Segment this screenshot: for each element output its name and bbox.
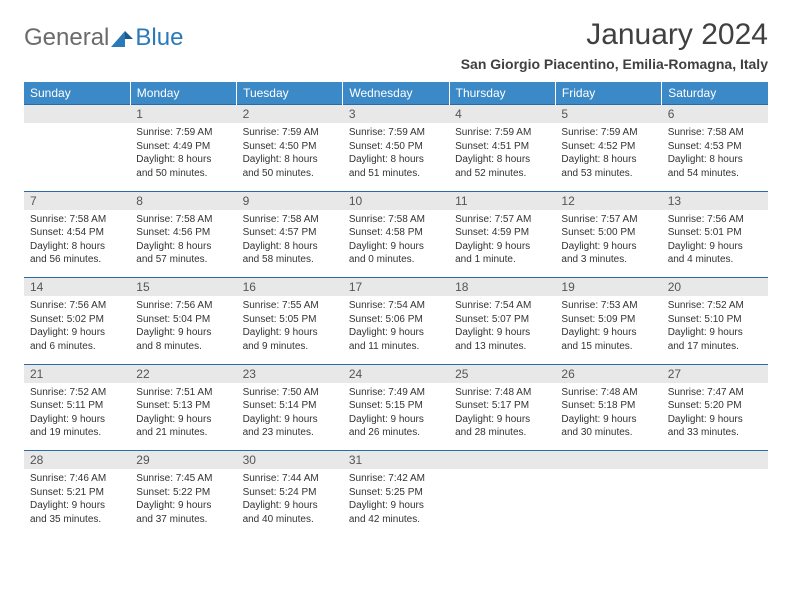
day-number-cell: 30 — [237, 451, 343, 470]
day-number-cell: 31 — [343, 451, 449, 470]
day-number-cell — [555, 451, 661, 470]
day-number-cell: 6 — [662, 105, 768, 124]
weekday-header: Wednesday — [343, 82, 449, 105]
day-content-cell: Sunrise: 7:51 AMSunset: 5:13 PMDaylight:… — [130, 383, 236, 451]
day-number-cell: 9 — [237, 191, 343, 210]
header: General Blue January 2024 San Giorgio Pi… — [24, 18, 768, 72]
day-content-cell: Sunrise: 7:42 AMSunset: 5:25 PMDaylight:… — [343, 469, 449, 537]
day-number-row: 78910111213 — [24, 191, 768, 210]
day-number-cell — [24, 105, 130, 124]
day-content-row: Sunrise: 7:59 AMSunset: 4:49 PMDaylight:… — [24, 123, 768, 191]
day-content-cell — [24, 123, 130, 191]
day-content-cell: Sunrise: 7:55 AMSunset: 5:05 PMDaylight:… — [237, 296, 343, 364]
day-number-cell: 11 — [449, 191, 555, 210]
day-content-cell: Sunrise: 7:44 AMSunset: 5:24 PMDaylight:… — [237, 469, 343, 537]
day-content-cell — [555, 469, 661, 537]
day-content-cell: Sunrise: 7:45 AMSunset: 5:22 PMDaylight:… — [130, 469, 236, 537]
day-number-row: 28293031 — [24, 451, 768, 470]
day-number-cell: 10 — [343, 191, 449, 210]
day-content-cell: Sunrise: 7:57 AMSunset: 5:00 PMDaylight:… — [555, 210, 661, 278]
day-content-cell: Sunrise: 7:49 AMSunset: 5:15 PMDaylight:… — [343, 383, 449, 451]
day-content-cell: Sunrise: 7:48 AMSunset: 5:17 PMDaylight:… — [449, 383, 555, 451]
day-number-cell: 20 — [662, 278, 768, 297]
weekday-header: Monday — [130, 82, 236, 105]
day-content-cell: Sunrise: 7:58 AMSunset: 4:56 PMDaylight:… — [130, 210, 236, 278]
day-number-cell: 27 — [662, 364, 768, 383]
weekday-header: Saturday — [662, 82, 768, 105]
day-content-cell: Sunrise: 7:50 AMSunset: 5:14 PMDaylight:… — [237, 383, 343, 451]
day-content-cell: Sunrise: 7:59 AMSunset: 4:49 PMDaylight:… — [130, 123, 236, 191]
day-number-cell: 17 — [343, 278, 449, 297]
day-number-row: 21222324252627 — [24, 364, 768, 383]
day-number-cell: 14 — [24, 278, 130, 297]
day-content-cell: Sunrise: 7:58 AMSunset: 4:53 PMDaylight:… — [662, 123, 768, 191]
day-content-row: Sunrise: 7:56 AMSunset: 5:02 PMDaylight:… — [24, 296, 768, 364]
day-number-row: 14151617181920 — [24, 278, 768, 297]
day-number-cell: 13 — [662, 191, 768, 210]
day-number-cell: 12 — [555, 191, 661, 210]
logo-text-blue: Blue — [135, 24, 183, 52]
day-content-cell: Sunrise: 7:56 AMSunset: 5:02 PMDaylight:… — [24, 296, 130, 364]
logo-text-general: General — [24, 24, 109, 52]
day-number-cell: 7 — [24, 191, 130, 210]
logo: General Blue — [24, 18, 183, 52]
day-number-cell: 25 — [449, 364, 555, 383]
calendar-table: Sunday Monday Tuesday Wednesday Thursday… — [24, 82, 768, 537]
day-number-cell: 16 — [237, 278, 343, 297]
location-subtitle: San Giorgio Piacentino, Emilia-Romagna, … — [461, 56, 768, 72]
day-content-cell: Sunrise: 7:48 AMSunset: 5:18 PMDaylight:… — [555, 383, 661, 451]
day-number-cell: 28 — [24, 451, 130, 470]
day-number-cell: 22 — [130, 364, 236, 383]
day-number-cell: 21 — [24, 364, 130, 383]
day-content-cell: Sunrise: 7:58 AMSunset: 4:57 PMDaylight:… — [237, 210, 343, 278]
day-content-row: Sunrise: 7:58 AMSunset: 4:54 PMDaylight:… — [24, 210, 768, 278]
day-number-cell: 26 — [555, 364, 661, 383]
day-number-cell: 5 — [555, 105, 661, 124]
day-number-cell: 23 — [237, 364, 343, 383]
day-content-cell — [662, 469, 768, 537]
day-content-cell: Sunrise: 7:59 AMSunset: 4:51 PMDaylight:… — [449, 123, 555, 191]
day-content-cell: Sunrise: 7:46 AMSunset: 5:21 PMDaylight:… — [24, 469, 130, 537]
day-content-cell: Sunrise: 7:57 AMSunset: 4:59 PMDaylight:… — [449, 210, 555, 278]
day-content-cell: Sunrise: 7:52 AMSunset: 5:10 PMDaylight:… — [662, 296, 768, 364]
day-number-cell: 24 — [343, 364, 449, 383]
day-content-row: Sunrise: 7:46 AMSunset: 5:21 PMDaylight:… — [24, 469, 768, 537]
day-number-cell: 4 — [449, 105, 555, 124]
day-number-cell: 29 — [130, 451, 236, 470]
day-number-cell: 1 — [130, 105, 236, 124]
weekday-header: Sunday — [24, 82, 130, 105]
day-number-cell: 18 — [449, 278, 555, 297]
logo-triangle-icon — [111, 29, 133, 47]
day-content-cell: Sunrise: 7:59 AMSunset: 4:50 PMDaylight:… — [343, 123, 449, 191]
day-number-cell: 8 — [130, 191, 236, 210]
day-content-row: Sunrise: 7:52 AMSunset: 5:11 PMDaylight:… — [24, 383, 768, 451]
weekday-header: Thursday — [449, 82, 555, 105]
day-content-cell: Sunrise: 7:54 AMSunset: 5:07 PMDaylight:… — [449, 296, 555, 364]
weekday-header: Friday — [555, 82, 661, 105]
day-content-cell: Sunrise: 7:59 AMSunset: 4:52 PMDaylight:… — [555, 123, 661, 191]
day-number-cell — [449, 451, 555, 470]
day-content-cell: Sunrise: 7:58 AMSunset: 4:58 PMDaylight:… — [343, 210, 449, 278]
day-content-cell: Sunrise: 7:54 AMSunset: 5:06 PMDaylight:… — [343, 296, 449, 364]
day-content-cell: Sunrise: 7:47 AMSunset: 5:20 PMDaylight:… — [662, 383, 768, 451]
day-content-cell: Sunrise: 7:53 AMSunset: 5:09 PMDaylight:… — [555, 296, 661, 364]
day-content-cell — [449, 469, 555, 537]
weekday-header-row: Sunday Monday Tuesday Wednesday Thursday… — [24, 82, 768, 105]
day-number-cell — [662, 451, 768, 470]
page-title: January 2024 — [461, 18, 768, 52]
day-content-cell: Sunrise: 7:58 AMSunset: 4:54 PMDaylight:… — [24, 210, 130, 278]
day-content-cell: Sunrise: 7:56 AMSunset: 5:01 PMDaylight:… — [662, 210, 768, 278]
day-content-cell: Sunrise: 7:59 AMSunset: 4:50 PMDaylight:… — [237, 123, 343, 191]
day-number-cell: 3 — [343, 105, 449, 124]
day-content-cell: Sunrise: 7:56 AMSunset: 5:04 PMDaylight:… — [130, 296, 236, 364]
day-number-row: 123456 — [24, 105, 768, 124]
weekday-header: Tuesday — [237, 82, 343, 105]
day-number-cell: 2 — [237, 105, 343, 124]
day-content-cell: Sunrise: 7:52 AMSunset: 5:11 PMDaylight:… — [24, 383, 130, 451]
day-number-cell: 15 — [130, 278, 236, 297]
title-block: January 2024 San Giorgio Piacentino, Emi… — [461, 18, 768, 72]
day-number-cell: 19 — [555, 278, 661, 297]
